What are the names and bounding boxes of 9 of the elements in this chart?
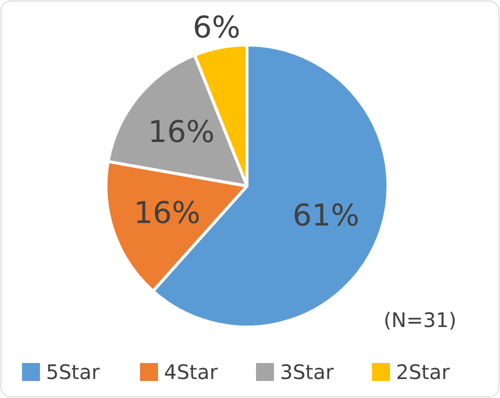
data-label: 6% [192,10,240,46]
data-label: 16% [148,115,215,150]
legend-label: 2Star [396,360,451,384]
data-label: 61% [292,198,360,234]
legend-label: 4Star [164,360,219,384]
legend-label: 5Star [46,360,101,384]
data-label: 16% [134,196,200,232]
legend-label: 3Star [280,360,335,384]
text: (N=31) [384,308,456,332]
